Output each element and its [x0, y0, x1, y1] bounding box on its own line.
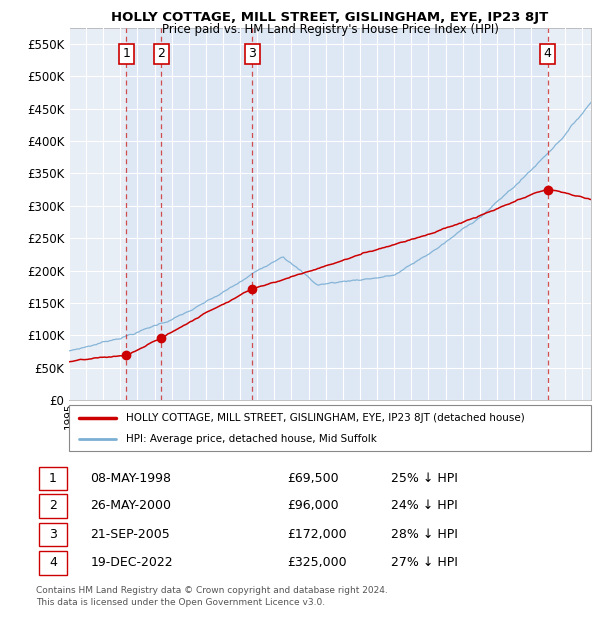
Text: 19-DEC-2022: 19-DEC-2022 — [91, 557, 173, 569]
FancyBboxPatch shape — [39, 523, 67, 546]
FancyBboxPatch shape — [39, 551, 67, 575]
Text: 4: 4 — [49, 557, 57, 569]
Text: 26-MAY-2000: 26-MAY-2000 — [91, 500, 172, 512]
Text: HOLLY COTTAGE, MILL STREET, GISLINGHAM, EYE, IP23 8JT: HOLLY COTTAGE, MILL STREET, GISLINGHAM, … — [112, 11, 548, 24]
Text: £96,000: £96,000 — [287, 500, 339, 512]
Bar — [161, 28, 253, 400]
Text: 1: 1 — [122, 48, 130, 60]
Text: 3: 3 — [248, 48, 256, 60]
Text: HPI: Average price, detached house, Mid Suffolk: HPI: Average price, detached house, Mid … — [127, 434, 377, 445]
Text: £325,000: £325,000 — [287, 557, 347, 569]
Bar — [127, 28, 161, 400]
FancyBboxPatch shape — [39, 467, 67, 490]
Text: £69,500: £69,500 — [287, 472, 339, 485]
Text: £172,000: £172,000 — [287, 528, 347, 541]
Text: HOLLY COTTAGE, MILL STREET, GISLINGHAM, EYE, IP23 8JT (detached house): HOLLY COTTAGE, MILL STREET, GISLINGHAM, … — [127, 413, 525, 423]
Text: 2: 2 — [157, 48, 166, 60]
Text: 25% ↓ HPI: 25% ↓ HPI — [391, 472, 458, 485]
FancyBboxPatch shape — [39, 494, 67, 518]
Text: Contains HM Land Registry data © Crown copyright and database right 2024.
This d: Contains HM Land Registry data © Crown c… — [36, 586, 388, 607]
Text: 2: 2 — [49, 500, 57, 512]
Text: 21-SEP-2005: 21-SEP-2005 — [91, 528, 170, 541]
Bar — [253, 28, 548, 400]
Text: 4: 4 — [544, 48, 551, 60]
Text: 27% ↓ HPI: 27% ↓ HPI — [391, 557, 458, 569]
Text: 3: 3 — [49, 528, 57, 541]
Text: 1: 1 — [49, 472, 57, 485]
Text: Price paid vs. HM Land Registry's House Price Index (HPI): Price paid vs. HM Land Registry's House … — [161, 23, 499, 36]
Text: 28% ↓ HPI: 28% ↓ HPI — [391, 528, 458, 541]
Text: 24% ↓ HPI: 24% ↓ HPI — [391, 500, 458, 512]
Text: 08-MAY-1998: 08-MAY-1998 — [91, 472, 172, 485]
